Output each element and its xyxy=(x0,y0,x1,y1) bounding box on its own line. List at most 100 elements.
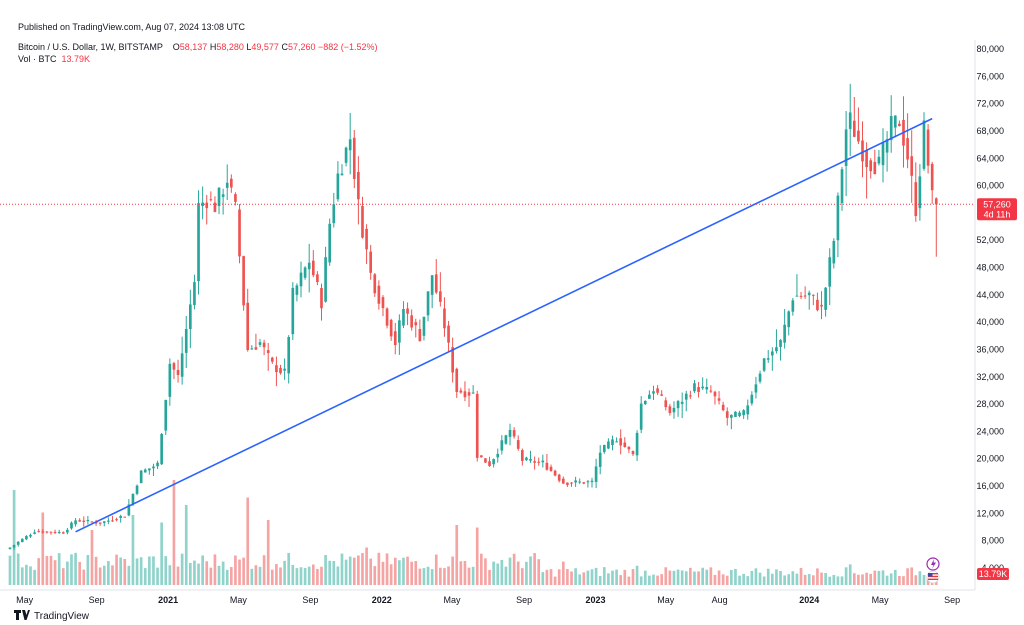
volume-bar xyxy=(439,567,442,585)
candle-body xyxy=(779,339,782,347)
volume-bar xyxy=(615,569,618,585)
time-tick-label: May xyxy=(872,595,890,605)
price-tick-label: 20,000 xyxy=(976,454,1004,464)
volume-bar xyxy=(471,566,475,585)
volume-bar xyxy=(881,570,885,585)
volume-bar xyxy=(20,567,24,585)
volume-bar xyxy=(86,555,90,585)
volume-bar xyxy=(639,576,643,585)
volume-bar xyxy=(840,576,844,585)
candle-body xyxy=(168,363,172,397)
candle-body xyxy=(463,391,467,398)
us-flag-icon[interactable] xyxy=(926,570,940,584)
candle-body xyxy=(783,324,786,343)
volume-bar xyxy=(430,569,434,585)
low-label: L xyxy=(246,42,252,52)
candle-body xyxy=(852,120,856,137)
volume-bar xyxy=(725,575,729,585)
candle-body xyxy=(676,401,680,409)
candle-body xyxy=(37,531,41,533)
volume-bar xyxy=(623,569,627,585)
candle-body xyxy=(131,493,135,505)
volume-bar xyxy=(262,555,266,585)
candle-body xyxy=(385,308,389,326)
volume-bar xyxy=(525,561,528,585)
volume-bar xyxy=(738,575,741,585)
volume-bar xyxy=(828,576,832,585)
volume-bar xyxy=(123,558,127,585)
candle-body xyxy=(119,516,122,518)
price-tick-label: 64,000 xyxy=(976,153,1004,163)
volume-bar xyxy=(361,553,364,585)
candle-body xyxy=(180,353,184,377)
candle-body xyxy=(82,520,86,522)
candle-body xyxy=(279,367,282,374)
candle-body xyxy=(172,363,176,370)
volume-label[interactable]: Vol · BTC xyxy=(18,54,57,64)
change-value: −882 (−1.52%) xyxy=(317,42,378,52)
time-tick-label: May xyxy=(230,595,248,605)
volume-bar xyxy=(869,573,873,585)
volume-bar xyxy=(602,567,606,585)
volume-legend: Vol · BTC 13.79K xyxy=(18,54,90,64)
volume-bar xyxy=(791,571,795,585)
alert-icon[interactable] xyxy=(926,557,940,571)
volume-bar xyxy=(918,571,922,585)
volume-bar xyxy=(311,564,315,585)
candle-body xyxy=(410,315,413,328)
volume-bar xyxy=(807,574,811,585)
volume-bar xyxy=(578,574,582,585)
candle-body xyxy=(254,347,258,350)
candle-body xyxy=(721,404,725,411)
volume-bar xyxy=(238,559,241,585)
volume-bar xyxy=(660,574,664,585)
price-tick-label: 16,000 xyxy=(976,481,1004,491)
volume-bar xyxy=(197,563,200,585)
candle-body xyxy=(229,178,233,188)
volume-bar xyxy=(508,557,512,585)
candles xyxy=(8,83,938,550)
volume-bar xyxy=(316,568,319,585)
candle-body xyxy=(742,410,745,416)
time-tick-label: 2021 xyxy=(158,595,178,605)
candle-body xyxy=(189,304,192,329)
volume-bar xyxy=(463,560,467,585)
candle-body xyxy=(357,171,360,200)
candle-body xyxy=(807,292,811,296)
volume-bar xyxy=(832,574,836,585)
trend-line[interactable] xyxy=(75,117,933,533)
volume-bar xyxy=(275,564,278,585)
candle-body xyxy=(283,368,286,371)
volume-bar xyxy=(156,567,159,585)
volume-bar xyxy=(480,553,483,585)
volume-bar xyxy=(734,568,737,585)
time-axis-labels[interactable]: May Sep 2021 May Sep 2022 May Sep 2023 May Aug 2024… xyxy=(16,595,960,605)
price-axis-labels[interactable]: 80,00076,00072,00068,00064,00060,00056,0… xyxy=(976,44,1004,573)
candle-body xyxy=(484,458,487,463)
volume-bar xyxy=(217,565,221,585)
tradingview-logo-icon[interactable] xyxy=(14,610,30,623)
candle-body xyxy=(652,391,655,394)
volume-bar xyxy=(365,547,368,585)
candle-body xyxy=(803,295,807,297)
candle-body xyxy=(455,368,459,393)
candle-body xyxy=(41,531,45,533)
candle-body xyxy=(709,390,713,392)
volume-bar xyxy=(221,561,225,585)
candle-body xyxy=(508,430,512,437)
candle-body xyxy=(348,139,352,151)
candle-body xyxy=(602,444,606,452)
volume-bar xyxy=(652,574,655,585)
volume-bar xyxy=(619,575,623,585)
volume-bar xyxy=(668,570,672,585)
volume-bar xyxy=(570,571,573,585)
candle-body xyxy=(689,395,692,397)
candle-body xyxy=(877,156,881,164)
volume-bar xyxy=(16,553,20,585)
volume-bar xyxy=(795,573,799,585)
candle-body xyxy=(656,388,659,393)
volume-bar xyxy=(426,566,430,585)
symbol-title[interactable]: Bitcoin / U.S. Dollar, 1W, BITSTAMP xyxy=(18,42,163,52)
